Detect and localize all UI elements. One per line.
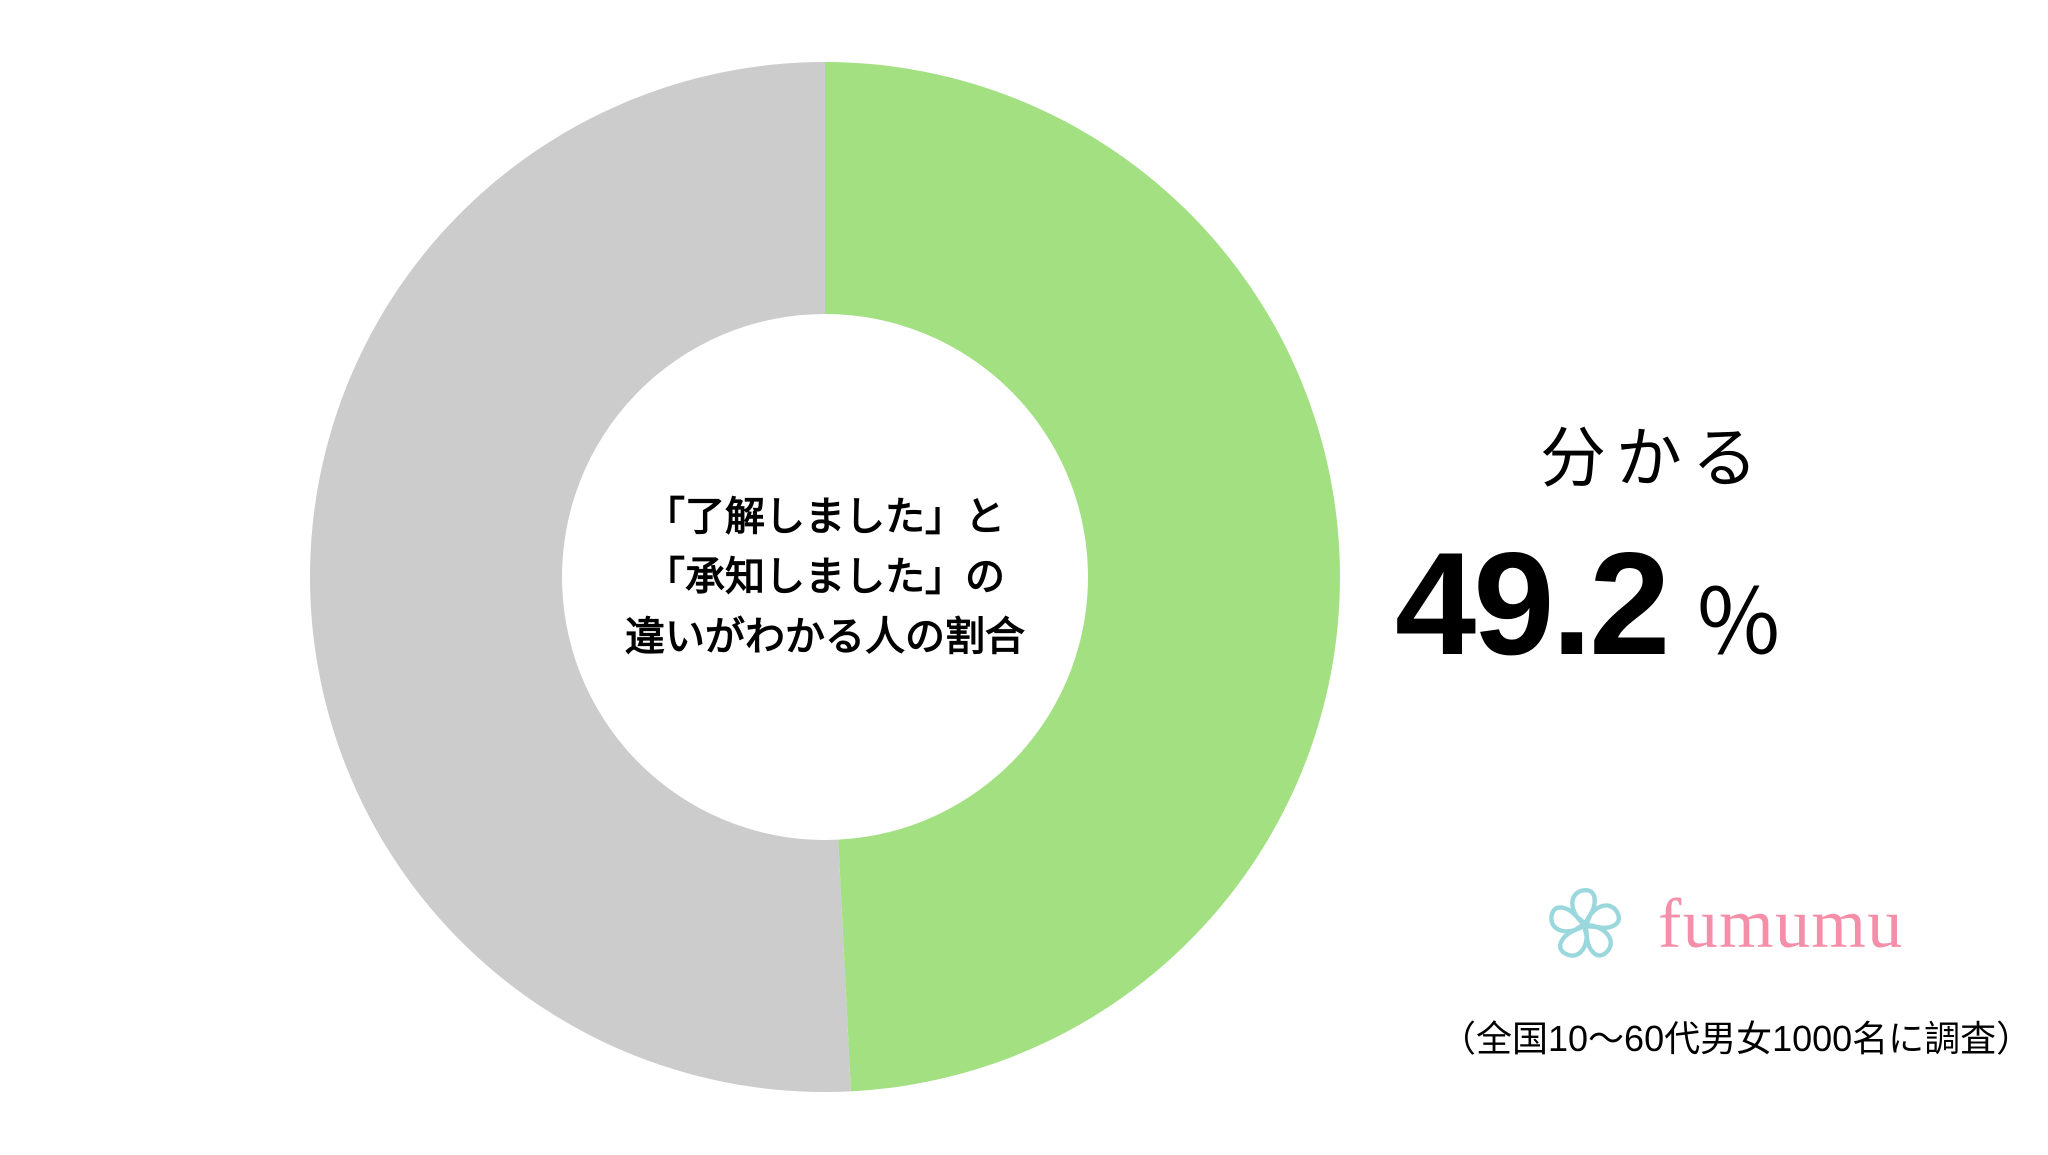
pinwheel-icon (1530, 870, 1640, 980)
center-line-2: 「承知しました」の (575, 547, 1075, 607)
brand-logo: fumumu (1530, 870, 1904, 980)
survey-note: （全国10～60代男女1000名に調査） (1440, 1010, 2032, 1062)
brand-name: fumumu (1658, 885, 1904, 965)
center-line-3: 違いがわかる人の割合 (575, 607, 1075, 667)
result-value: 49.2 (1395, 520, 1667, 688)
result-unit: ％ (1693, 550, 1783, 680)
result-label: 分かる (1540, 405, 1768, 501)
donut-chart: 「了解しました」と 「承知しました」の 違いがわかる人の割合 (310, 62, 1340, 1092)
result-value-wrap: 49.2 ％ (1395, 520, 1783, 688)
chart-center-text: 「了解しました」と 「承知しました」の 違いがわかる人の割合 (575, 487, 1075, 667)
center-line-1: 「了解しました」と (575, 487, 1075, 547)
